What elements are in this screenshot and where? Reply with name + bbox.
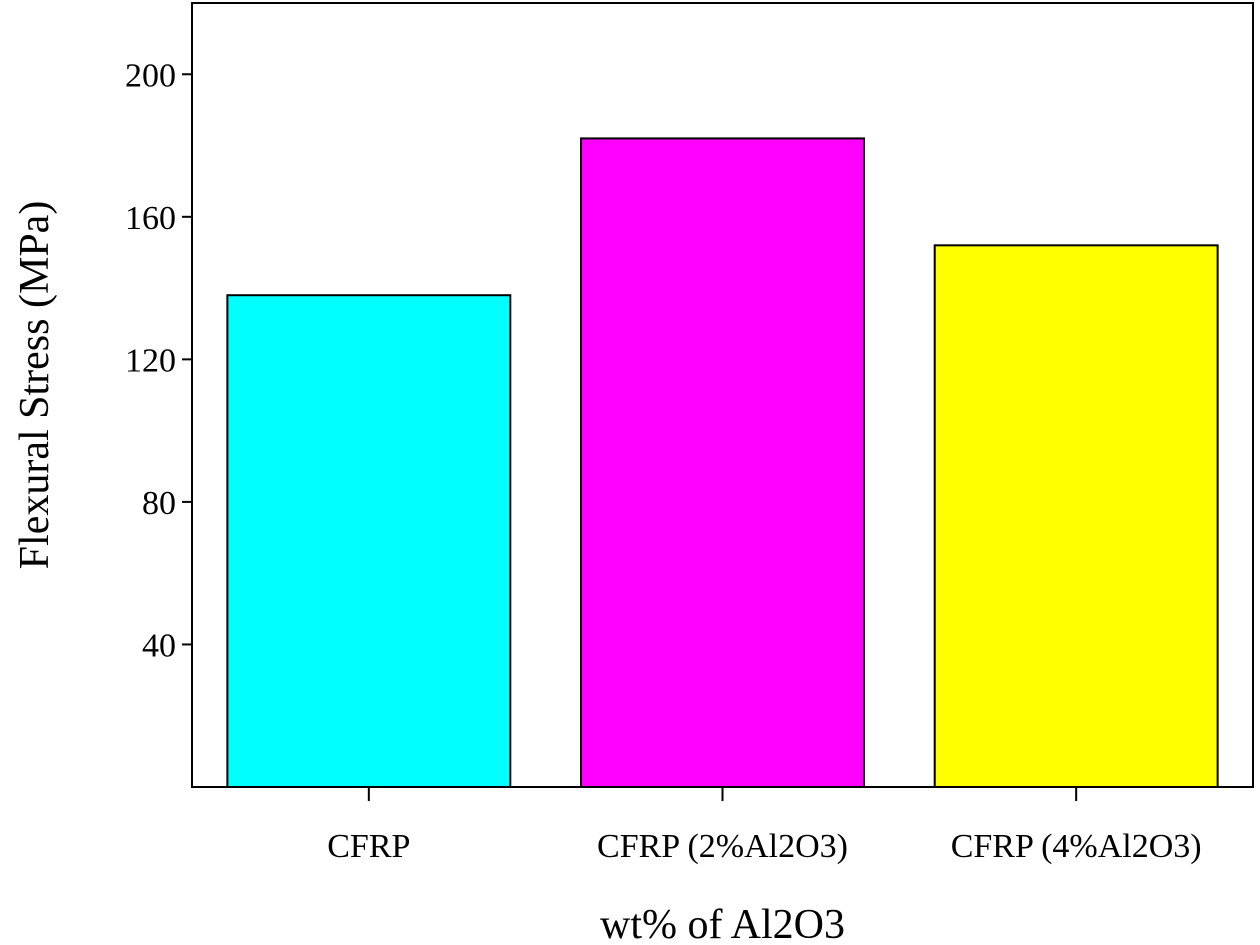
x-tick-label: CFRP (2%Al2O3) — [597, 828, 848, 865]
y-tick-label: 120 — [125, 342, 176, 379]
y-tick-label: 80 — [142, 485, 176, 522]
y-axis-title: Flexural Stress (MPa) — [12, 201, 58, 570]
x-tick-label: CFRP (4%Al2O3) — [951, 828, 1202, 865]
x-axis-title: wt% of Al2O3 — [600, 902, 845, 945]
x-axis-ticks: CFRP CFRP (2%Al2O3) CFRP (4%Al2O3) — [327, 787, 1202, 865]
x-tick-label: CFRP — [327, 828, 410, 865]
y-tick-label: 40 — [142, 627, 176, 664]
y-axis-ticks: 40 80 120 160 200 — [125, 57, 192, 664]
bar-cfrp — [226, 294, 512, 788]
bars-layer — [226, 137, 1219, 789]
bar-cfrp-4-al2o3 — [933, 244, 1219, 788]
y-tick-label: 160 — [125, 200, 176, 237]
y-tick-label: 200 — [125, 57, 176, 94]
bar-cfrp-2-al2o3 — [580, 137, 865, 789]
